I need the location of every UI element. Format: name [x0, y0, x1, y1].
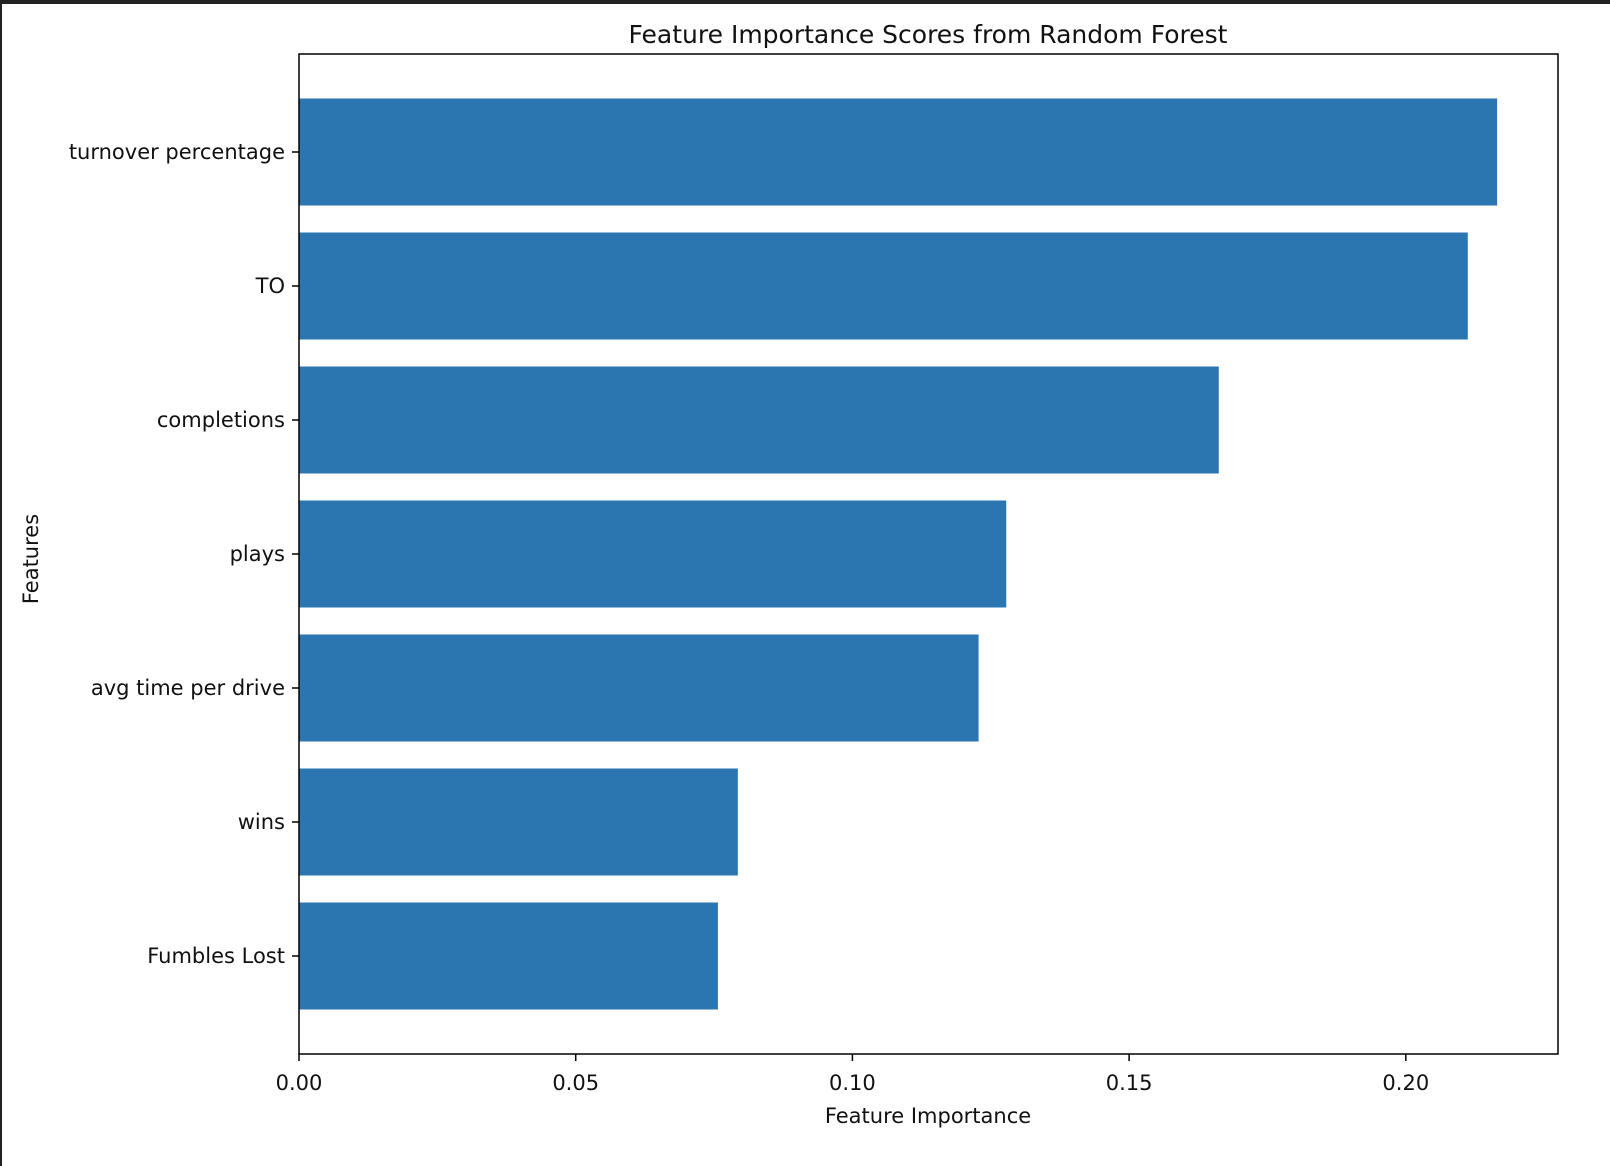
y-tick-label: TO: [255, 274, 285, 298]
y-tick-label: Fumbles Lost: [147, 944, 285, 968]
figure-canvas: Feature Importance Scores from Random Fo…: [2, 4, 1610, 1166]
x-tick-label: 0.05: [552, 1071, 599, 1095]
chart-title: Feature Importance Scores from Random Fo…: [629, 20, 1228, 49]
bars-group: [299, 98, 1498, 1010]
x-tick-label: 0.10: [829, 1071, 876, 1095]
bar-completions: [299, 366, 1219, 474]
y-tick-label: avg time per drive: [91, 676, 285, 700]
bar-fumbles-lost: [299, 902, 718, 1010]
x-tick-label: 0.20: [1382, 1071, 1429, 1095]
bar-wins: [299, 768, 738, 876]
y-tick-label: completions: [157, 408, 285, 432]
y-tick-group: turnover percentage TO completions plays avg…: [69, 140, 299, 968]
x-tick-group: 0.00 0.05 0.10 0.15 0.20: [276, 1054, 1429, 1095]
x-tick-label: 0.00: [276, 1071, 323, 1095]
x-axis-label: Feature Importance: [825, 1104, 1031, 1128]
x-tick-label: 0.15: [1106, 1071, 1153, 1095]
bar-plays: [299, 500, 1007, 608]
bar-turnover-percentage: [299, 98, 1498, 206]
y-tick-label: wins: [238, 810, 285, 834]
y-axis-label: Features: [19, 514, 43, 604]
bar-chart: Feature Importance Scores from Random Fo…: [19, 20, 1559, 1128]
y-tick-label: plays: [230, 542, 285, 566]
bar-to: [299, 232, 1468, 340]
plot-area-frame: [298, 53, 1559, 1055]
y-tick-label: turnover percentage: [69, 140, 285, 164]
bar-avg-time-per-drive: [299, 634, 979, 742]
